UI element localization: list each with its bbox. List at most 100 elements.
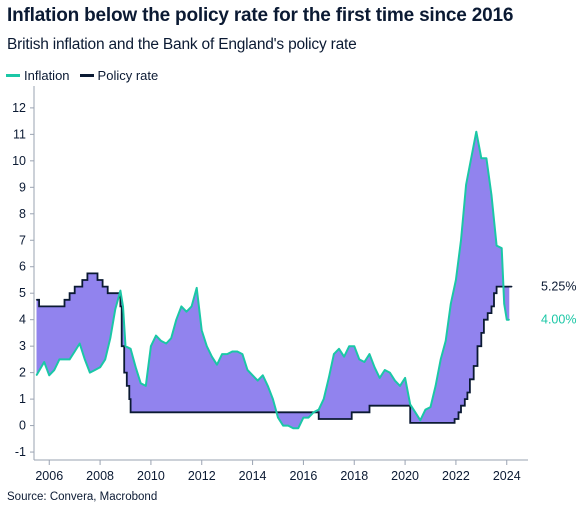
inflation-point (79, 342, 81, 345)
inflation-point (348, 345, 350, 347)
policy-rate-point (476, 345, 479, 347)
inflation-point (302, 417, 304, 419)
inflation-point (333, 353, 335, 355)
inflation-point (465, 184, 467, 186)
policy-rate-point (483, 319, 485, 321)
inflation-point (201, 329, 203, 331)
policy-rate-point (81, 279, 83, 281)
policy-rate-point (128, 398, 130, 400)
inflation-point (368, 353, 371, 355)
policy-rate-point (511, 286, 513, 288)
inflation-point (104, 358, 106, 360)
series-line-inflation (35, 130, 510, 430)
inflation-point (450, 303, 452, 305)
y-tick-label: 1 (19, 392, 26, 406)
end-label-policy-rate: 5.25% (541, 280, 576, 294)
inflation-point (69, 358, 71, 360)
inflation-point (445, 340, 447, 342)
policy-rate-point (368, 405, 371, 407)
inflation-point (353, 345, 355, 347)
policy-rate-point (96, 279, 99, 281)
inflation-point (419, 419, 421, 421)
inflation-point (175, 319, 177, 321)
legend-item-inflation: Inflation (6, 68, 70, 83)
inflation-point (455, 279, 457, 281)
series-line-policy-rate (36, 272, 512, 424)
y-tick-label: 4 (19, 313, 26, 327)
inflation-point (185, 311, 188, 313)
policy-rate-point (63, 299, 66, 301)
inflation-point (267, 385, 269, 387)
policy-rate-point (107, 292, 109, 294)
inflation-point (343, 356, 345, 358)
inflation-point (196, 287, 198, 289)
inflation-point (160, 340, 162, 342)
inflation-point (236, 350, 238, 353)
y-tick-label: 5 (19, 286, 26, 300)
y-tick-label: 7 (19, 233, 26, 247)
inflation-point (399, 385, 401, 387)
inflation-point (503, 303, 505, 305)
inflation-point (496, 245, 498, 247)
inflation-point (53, 369, 55, 371)
y-tick-label: 9 (19, 180, 26, 194)
gap-fill-area (36, 131, 510, 429)
inflation-point (211, 356, 213, 358)
inflation-point (287, 425, 289, 427)
chart-subtitle: British inflation and the Bank of Englan… (7, 36, 357, 53)
y-tick-label: 12 (12, 101, 26, 115)
end-label-inflation: 4.00% (541, 313, 576, 327)
inflation-point (84, 358, 86, 360)
y-tick-label: -1 (15, 445, 26, 459)
inflation-point (99, 366, 101, 368)
inflation-point (74, 350, 76, 353)
inflation-point (328, 377, 330, 379)
inflation-point (119, 290, 121, 292)
inflation-point (475, 131, 477, 133)
y-tick-label: 0 (19, 419, 26, 433)
x-tick-label: 2016 (290, 469, 318, 483)
inflation-point (216, 364, 218, 366)
inflation-point (241, 353, 243, 355)
inflation-point (252, 374, 254, 376)
inflation-point (43, 361, 45, 363)
inflation-point (140, 382, 142, 384)
policy-rate-point (38, 305, 40, 307)
inflation-point (358, 358, 360, 360)
x-tick-label: 2014 (239, 469, 267, 483)
inflation-point (313, 411, 315, 413)
inflation-point (124, 345, 127, 347)
inflation-point (180, 305, 182, 307)
policy-rate-point (86, 272, 88, 274)
policy-rate-point (121, 345, 123, 347)
legend: Inflation Policy rate (6, 68, 168, 83)
inflation-point (323, 398, 325, 400)
policy-rate-point (473, 365, 475, 367)
inflation-point (384, 369, 386, 371)
inflation-point (114, 308, 116, 310)
inflation-point (257, 380, 259, 382)
policy-rate-point (130, 411, 132, 413)
policy-rate-point (469, 378, 471, 380)
policy-rate-point (74, 286, 76, 288)
policy-rate-point (496, 286, 498, 288)
inflation-point (155, 335, 157, 337)
x-tick-label: 2020 (391, 469, 419, 483)
policy-rate-point (460, 405, 462, 407)
inflation-point (272, 398, 274, 400)
inflation-point (307, 417, 310, 419)
inflation-point (424, 409, 426, 411)
y-tick-label: 6 (19, 260, 26, 274)
policy-rate-point (102, 286, 104, 288)
inflation-point (485, 157, 487, 159)
inflation-point (89, 372, 91, 374)
inflation-point (165, 342, 167, 345)
legend-item-policy-rate: Policy rate (79, 68, 158, 83)
inflation-point (206, 345, 208, 347)
inflation-point (282, 425, 284, 427)
inflation-point (221, 353, 223, 355)
inflation-point (414, 411, 416, 413)
policy-rate-point (464, 398, 466, 400)
inflation-point (394, 380, 396, 382)
